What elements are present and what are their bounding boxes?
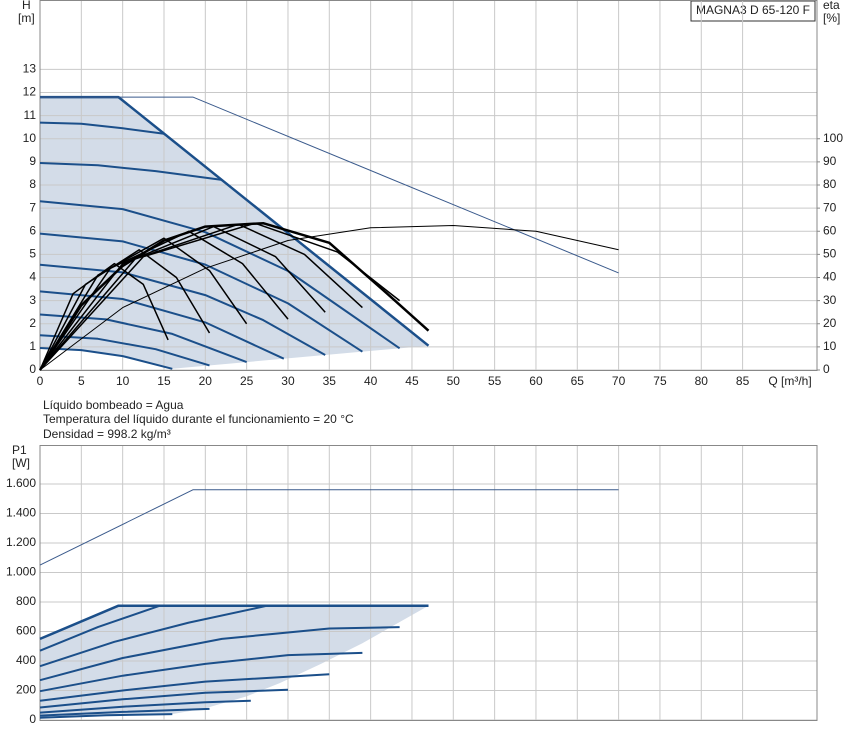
- y2-tick-label: 20: [823, 316, 837, 330]
- x-tick-label: 45: [405, 374, 419, 388]
- y-tick-label: 9: [29, 154, 36, 168]
- line: [40, 96, 619, 274]
- x-tick-label: 60: [529, 374, 543, 388]
- x-tick-label: 20: [199, 374, 213, 388]
- y2-tick-label: 40: [823, 270, 837, 284]
- line: [39, 232, 363, 353]
- y2-tick-label: 30: [823, 293, 837, 307]
- note: Líquido bombeado = Agua: [43, 398, 184, 412]
- x-tick-label: 35: [323, 374, 337, 388]
- y-tick-label: 13: [23, 62, 37, 76]
- line: [39, 225, 619, 371]
- line: [38, 221, 430, 371]
- x-axis-label: Q [m³/h]: [768, 374, 811, 388]
- y-tick-label: 1.000: [6, 565, 36, 579]
- y-axis-label: P1: [12, 443, 27, 457]
- line: [39, 290, 285, 360]
- y2-tick-label: 100: [823, 131, 843, 145]
- y-tick-label: 800: [16, 594, 36, 608]
- y2-axis-unit: [%]: [823, 11, 840, 25]
- line: [39, 263, 326, 356]
- y-tick-label: 7: [29, 200, 36, 214]
- line: [39, 707, 210, 717]
- line: [39, 347, 173, 370]
- x-tick-label: 55: [488, 374, 502, 388]
- y2-tick-label: 80: [823, 177, 837, 191]
- y-tick-label: 1: [29, 339, 36, 353]
- y2-tick-label: 70: [823, 200, 837, 214]
- line: [39, 688, 289, 709]
- line: [39, 673, 330, 702]
- y-tick-label: 2: [29, 316, 36, 330]
- line: [39, 604, 161, 652]
- y2-tick-label: 90: [823, 154, 837, 168]
- x-tick-label: 10: [116, 374, 130, 388]
- y-tick-label: 8: [29, 177, 36, 191]
- x-tick-label: 80: [695, 374, 709, 388]
- y-tick-label: 6: [29, 223, 36, 237]
- plot-frame: [39, 445, 818, 721]
- line: [39, 262, 169, 371]
- line: [39, 237, 248, 371]
- y-tick-label: 600: [16, 624, 36, 638]
- y-axis-unit: [W]: [12, 456, 30, 470]
- y2-tick-label: 60: [823, 223, 837, 237]
- line: [39, 604, 268, 668]
- y-tick-label: 3: [29, 293, 36, 307]
- y-tick-label: 12: [23, 85, 37, 99]
- legend-text: MAGNA3 D 65-120 F: [696, 3, 810, 17]
- y-tick-label: 1.200: [6, 535, 36, 549]
- note: Temperatura del líquido durante el funci…: [43, 412, 354, 426]
- line: [39, 162, 223, 181]
- y-tick-label: 1.600: [6, 476, 36, 490]
- y2-tick-label: 10: [823, 339, 837, 353]
- x-tick-label: 65: [571, 374, 585, 388]
- x-tick-label: 70: [612, 374, 626, 388]
- y-axis-label: H: [22, 0, 31, 12]
- y-tick-label: 200: [16, 683, 36, 697]
- y-tick-label: 4: [29, 270, 36, 284]
- y-axis-unit: [m]: [18, 11, 35, 25]
- line: [39, 626, 400, 682]
- y-tick-label: 10: [23, 131, 37, 145]
- line: [39, 713, 173, 719]
- x-tick-label: 5: [78, 374, 85, 388]
- y-tick-label: 0: [29, 362, 36, 376]
- x-tick-label: 85: [736, 374, 750, 388]
- line: [39, 121, 165, 135]
- y-tick-label: 11: [24, 108, 37, 122]
- y-tick-label: 400: [16, 653, 36, 667]
- x-tick-label: 15: [157, 374, 171, 388]
- y2-axis-label: eta: [823, 0, 840, 12]
- note: Densidad = 998.2 kg/m³: [43, 427, 171, 441]
- line: [39, 651, 363, 693]
- y-tick-label: 0: [29, 712, 36, 726]
- line: [39, 200, 401, 350]
- x-tick-label: 75: [653, 374, 667, 388]
- x-tick-label: 25: [240, 374, 254, 388]
- x-tick-label: 50: [447, 374, 461, 388]
- y2-tick-label: 0: [823, 362, 830, 376]
- y-tick-label: 5: [29, 247, 36, 261]
- line: [39, 249, 211, 371]
- line: [39, 699, 251, 714]
- line: [39, 489, 619, 566]
- y2-tick-label: 50: [823, 247, 837, 261]
- y-tick-label: 1.400: [6, 506, 36, 520]
- x-tick-label: 0: [37, 374, 44, 388]
- x-tick-label: 30: [281, 374, 295, 388]
- line: [39, 604, 429, 641]
- x-tick-label: 40: [364, 374, 378, 388]
